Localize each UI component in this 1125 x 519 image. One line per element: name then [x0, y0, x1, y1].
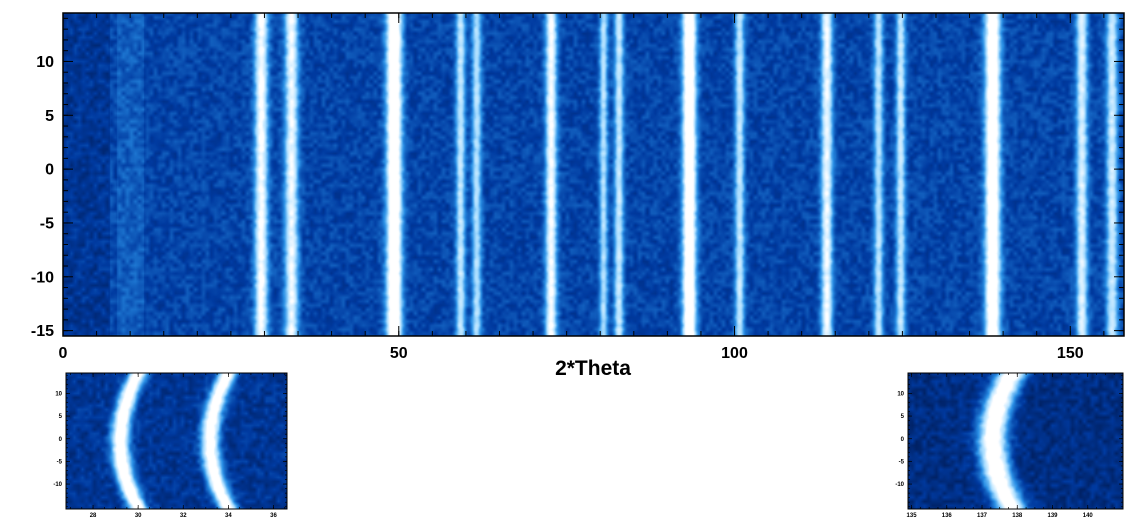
- x-tick-label: 0: [59, 345, 68, 362]
- x-tick-label: 50: [390, 345, 408, 362]
- y-tick-label: 0: [59, 437, 63, 443]
- inset-left-frame: [65, 372, 288, 510]
- inset-right-frame: [907, 372, 1124, 510]
- y-tick-label: -10: [895, 482, 904, 488]
- inset-right-axis-ticks: 135 136 137 138 139 140 10 5 0 -5 -10: [895, 373, 1124, 519]
- y-tick-label: 0: [901, 437, 905, 443]
- inset-left-axis-ticks: 28 30 32 34 36 10 5 0 -5 -10: [53, 373, 287, 519]
- x-tick-label: 137: [977, 513, 988, 519]
- y-tick-label: 5: [901, 414, 905, 420]
- x-tick-label: 150: [1057, 345, 1084, 362]
- main-plot-frame: [62, 12, 1125, 337]
- y-tick-label: -10: [31, 269, 54, 286]
- inset-right-heatmap-image: [908, 373, 1123, 509]
- inset-heatmap-left: 28 30 32 34 36 10 5 0 -5 -10: [53, 372, 288, 519]
- y-tick-label: -5: [899, 460, 905, 466]
- y-tick-label: -5: [40, 216, 54, 233]
- x-tick-label: 28: [90, 513, 97, 519]
- y-tick-label: -5: [57, 460, 63, 466]
- y-tick-label: 10: [55, 392, 62, 398]
- y-tick-label: 0: [45, 162, 54, 179]
- y-tick-label: -10: [53, 482, 62, 488]
- y-tick-label: 5: [45, 108, 54, 125]
- x-tick-label: 138: [1012, 513, 1023, 519]
- inset-heatmap-right: 135 136 137 138 139 140 10 5 0 -5 -10: [895, 372, 1124, 519]
- y-tick-label: 5: [59, 414, 63, 420]
- x-tick-label: 34: [225, 513, 232, 519]
- x-tick-label: 136: [942, 513, 953, 519]
- x-tick-label: 30: [135, 513, 142, 519]
- x-tick-label: 135: [907, 513, 918, 519]
- x-tick-label: 36: [270, 513, 277, 519]
- inset-left-heatmap-image: [66, 373, 287, 509]
- y-tick-label: 10: [36, 54, 54, 71]
- main-x-axis-label: 2*Theta: [555, 357, 631, 380]
- x-tick-label: 140: [1083, 513, 1094, 519]
- x-tick-label: 139: [1048, 513, 1059, 519]
- main-heatmap-image: [63, 13, 1124, 336]
- x-tick-label: 100: [721, 345, 748, 362]
- x-tick-label: 32: [180, 513, 187, 519]
- y-tick-label: 10: [897, 392, 904, 398]
- y-tick-label: -15: [31, 323, 54, 340]
